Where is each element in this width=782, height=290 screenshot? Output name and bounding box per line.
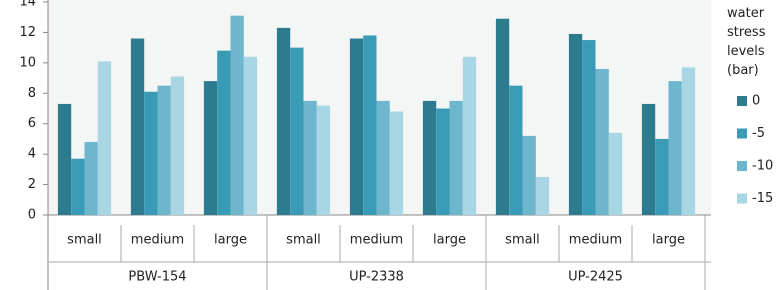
bar <box>144 91 158 215</box>
bar <box>217 50 231 215</box>
bar <box>363 35 377 215</box>
bar <box>668 81 682 215</box>
y-tick-label: 12 <box>19 25 36 40</box>
y-tick-label: 8 <box>28 86 36 101</box>
bar <box>303 100 317 215</box>
bar <box>582 40 596 216</box>
bar <box>84 141 98 215</box>
bar <box>349 38 364 216</box>
legend-label: -10 <box>752 159 773 174</box>
bar <box>97 61 112 216</box>
x-tick-label: large <box>652 233 685 248</box>
legend-label: 0 <box>752 94 760 109</box>
bar <box>130 38 145 216</box>
legend-label: -5 <box>752 126 765 141</box>
y-tick-label: 2 <box>28 177 36 192</box>
legend-title: water stress levels (bar) <box>727 6 766 78</box>
legend-swatch <box>737 193 747 204</box>
x-tick-label: large <box>214 233 247 248</box>
bar <box>568 33 583 216</box>
group-label: UP-2425 <box>568 270 623 285</box>
legend-label: -15 <box>752 191 773 206</box>
bar <box>462 56 477 216</box>
bar <box>376 100 390 215</box>
bar <box>276 27 291 215</box>
y-tick-label: 10 <box>19 55 36 70</box>
bar <box>522 135 536 215</box>
y-tick-label: 6 <box>28 116 36 131</box>
bar <box>535 176 550 215</box>
bar <box>495 18 510 215</box>
bar <box>595 68 609 215</box>
x-tick-label: medium <box>569 233 622 248</box>
legend-swatch <box>737 96 747 106</box>
legend-swatch <box>737 128 747 139</box>
x-tick-label: small <box>286 233 321 248</box>
bar <box>57 103 72 215</box>
bar <box>170 76 185 215</box>
bar <box>422 100 437 215</box>
bar <box>681 67 696 216</box>
bar <box>509 85 523 215</box>
x-tick-label: medium <box>131 233 184 248</box>
group-label: PBW-154 <box>128 270 186 285</box>
x-tick-label: small <box>505 233 540 248</box>
y-tick-label: 0 <box>28 208 36 223</box>
bar <box>389 111 404 215</box>
x-tick-label: small <box>67 233 102 248</box>
bar <box>230 15 244 216</box>
y-tick-label: 14 <box>19 0 36 10</box>
bar <box>290 47 304 216</box>
bar <box>449 100 463 215</box>
bar <box>71 158 85 215</box>
bar <box>608 132 623 215</box>
group-label: UP-2338 <box>349 270 404 285</box>
x-tick-label: large <box>433 233 466 248</box>
legend-swatch <box>737 161 747 171</box>
y-tick-label: 4 <box>28 147 36 162</box>
bar <box>243 56 258 216</box>
bar <box>436 108 450 215</box>
bar <box>655 138 669 215</box>
bar <box>316 105 331 215</box>
bar <box>157 85 171 215</box>
bar <box>203 81 218 215</box>
bar <box>641 103 656 215</box>
x-tick-label: medium <box>350 233 403 248</box>
